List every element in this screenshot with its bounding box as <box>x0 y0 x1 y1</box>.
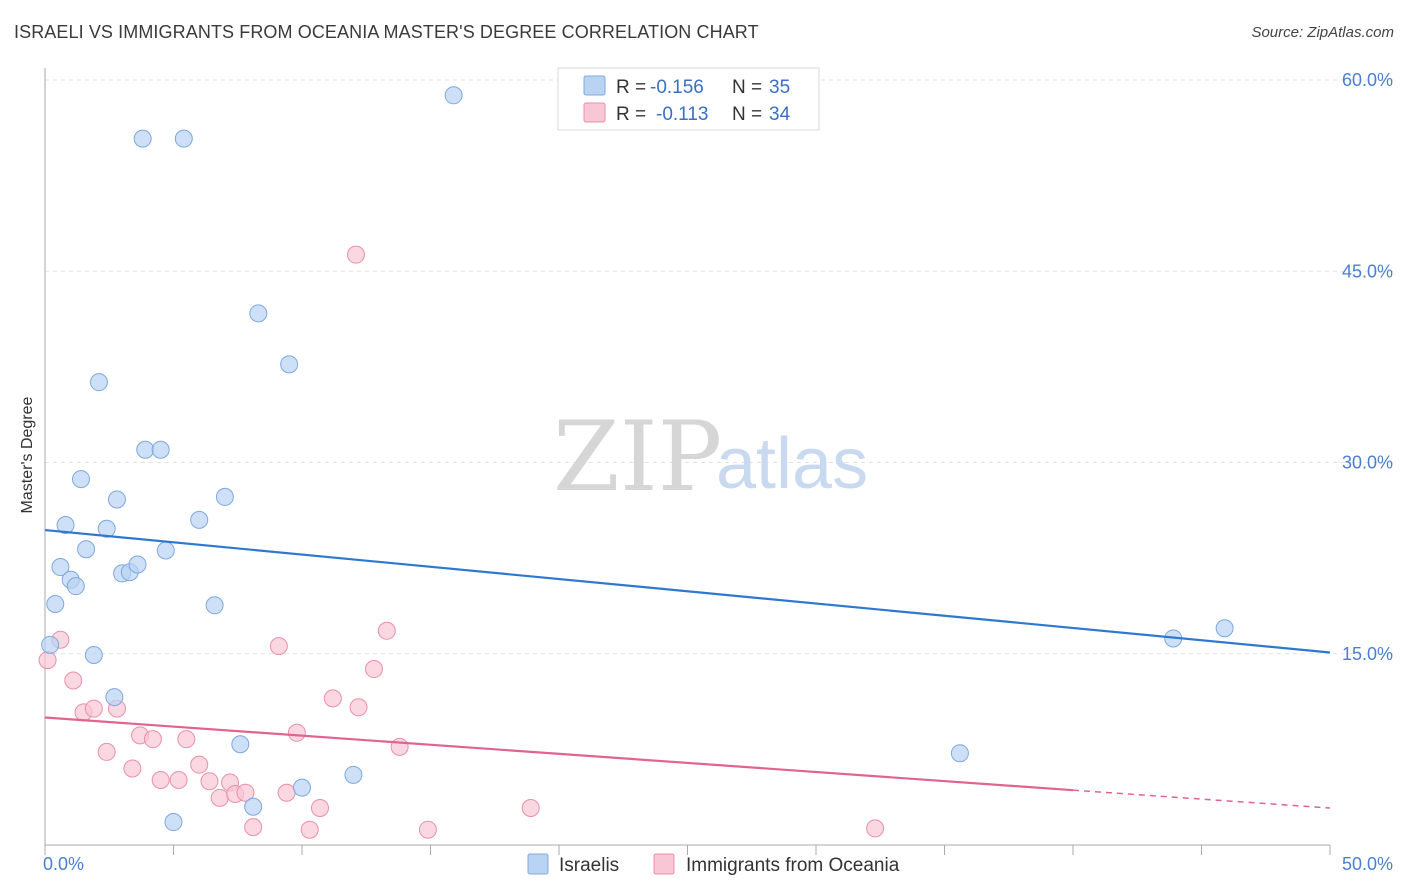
israelis-point-34 <box>1215 619 1234 638</box>
israelis-point-7 <box>77 540 96 559</box>
oceania-point-7 <box>123 759 142 778</box>
israelis-point-24 <box>215 487 234 506</box>
israelis-point-5 <box>66 577 85 596</box>
legend-swatch-oceania <box>583 102 606 123</box>
israelis-point-22 <box>190 510 209 529</box>
bottom-legend-label-oceania: Immigrants from Oceania <box>686 855 900 876</box>
oceania-point-25 <box>323 689 342 708</box>
watermark-atlas: atlas <box>716 424 868 504</box>
chart-title: ISRAELI VS IMMIGRANTS FROM OCEANIA MASTE… <box>14 22 759 42</box>
x-ticks <box>44 845 1331 855</box>
oceania-point-14 <box>200 772 219 791</box>
oceania-point-15 <box>210 788 229 807</box>
israelis-point-2 <box>51 558 70 577</box>
israelis-point-9 <box>89 373 108 392</box>
israelis-point-28 <box>280 355 299 374</box>
israelis-point-8 <box>84 646 103 665</box>
israelis-point-32 <box>950 744 969 763</box>
israelis-point-17 <box>136 440 155 459</box>
israelis-point-30 <box>344 765 363 784</box>
bottom-legend: Israelis Immigrants from Oceania <box>527 853 900 876</box>
oceania-point-23 <box>300 820 319 839</box>
israelis-point-18 <box>151 440 170 459</box>
y-tick-label-3: 60.0% <box>1342 70 1393 90</box>
israelis-point-16 <box>133 129 152 148</box>
israelis-point-19 <box>156 541 175 560</box>
oceania-point-28 <box>364 660 383 679</box>
israelis-point-23 <box>205 596 224 615</box>
grid-lines <box>45 79 1393 655</box>
trend-lines <box>44 528 1331 809</box>
legend-swatch-israelis <box>583 75 606 96</box>
x-tick-label-max: 50.0% <box>1342 854 1393 874</box>
oceania-point-5 <box>97 742 116 761</box>
israelis-point-6 <box>71 470 90 489</box>
oceania-point-30 <box>390 737 409 756</box>
oceania-point-9 <box>143 730 162 749</box>
legend-r-value-israelis: -0.156 <box>650 77 704 98</box>
y-tick-label-1: 30.0% <box>1342 453 1393 473</box>
oceania-point-18 <box>236 783 255 802</box>
oceania-point-32 <box>521 799 540 818</box>
israelis-point-1 <box>46 595 65 614</box>
oceania-point-26 <box>346 245 365 264</box>
top-legend: R = -0.156 N = 35 R = -0.113 N = 34 <box>557 67 820 131</box>
y-tick-label-0: 15.0% <box>1342 644 1393 664</box>
oceania-point-31 <box>418 820 437 839</box>
oceania-point-0 <box>38 651 57 670</box>
israelis-trend-line <box>44 528 1331 654</box>
israelis-point-31 <box>444 86 463 105</box>
legend-r-label-oceania: R = <box>616 104 646 125</box>
y-axis-label: Master's Degree <box>19 396 36 513</box>
oceania-point-12 <box>177 730 196 749</box>
israelis-point-26 <box>244 797 263 816</box>
israelis-point-29 <box>293 778 311 797</box>
oceania-trend-extension <box>1072 789 1331 809</box>
oceania-point-27 <box>349 698 368 717</box>
oceania-point-29 <box>377 621 396 640</box>
israelis-point-27 <box>249 304 268 323</box>
israelis-point-25 <box>231 735 250 754</box>
israelis-point-12 <box>107 490 126 509</box>
oceania-point-24 <box>310 799 329 818</box>
israelis-point-11 <box>105 688 124 707</box>
watermark: ZIP atlas <box>553 401 868 513</box>
bottom-legend-label-israelis: Israelis <box>559 855 619 876</box>
oceania-point-13 <box>190 755 209 774</box>
series-israelis-points <box>41 86 1234 832</box>
israelis-point-3 <box>56 515 75 534</box>
bottom-legend-swatch-oceania <box>653 853 675 875</box>
israelis-point-15 <box>128 555 147 574</box>
legend-n-label-oceania: N = <box>732 104 762 125</box>
oceania-point-21 <box>277 783 296 802</box>
israelis-point-10 <box>97 519 116 538</box>
israelis-point-21 <box>174 129 193 148</box>
source-label: Source: ZipAtlas.com <box>1251 24 1394 41</box>
bottom-legend-swatch-israelis <box>527 853 549 875</box>
oceania-point-19 <box>244 818 263 837</box>
israelis-point-0 <box>41 635 60 654</box>
oceania-point-33 <box>866 819 885 838</box>
oceania-point-2 <box>64 671 83 690</box>
legend-n-label-israelis: N = <box>732 77 762 98</box>
x-tick-label-min: 0.0% <box>43 854 84 874</box>
y-tick-labels: 15.0% 30.0% 45.0% 60.0% <box>1342 70 1393 664</box>
y-tick-label-2: 45.0% <box>1342 261 1393 281</box>
oceania-point-20 <box>269 637 288 656</box>
israelis-point-20 <box>164 813 183 832</box>
oceania-point-22 <box>287 723 306 742</box>
watermark-zip: ZIP <box>553 401 722 513</box>
legend-r-value-oceania: -0.113 <box>656 104 708 125</box>
oceania-point-11 <box>169 770 188 789</box>
legend-n-value-oceania: 34 <box>769 104 791 125</box>
legend-n-value-israelis: 35 <box>769 77 790 98</box>
oceania-trend-line <box>44 716 1074 792</box>
oceania-point-4 <box>84 699 103 718</box>
legend-r-label-israelis: R = <box>616 77 646 98</box>
oceania-point-10 <box>151 770 170 789</box>
